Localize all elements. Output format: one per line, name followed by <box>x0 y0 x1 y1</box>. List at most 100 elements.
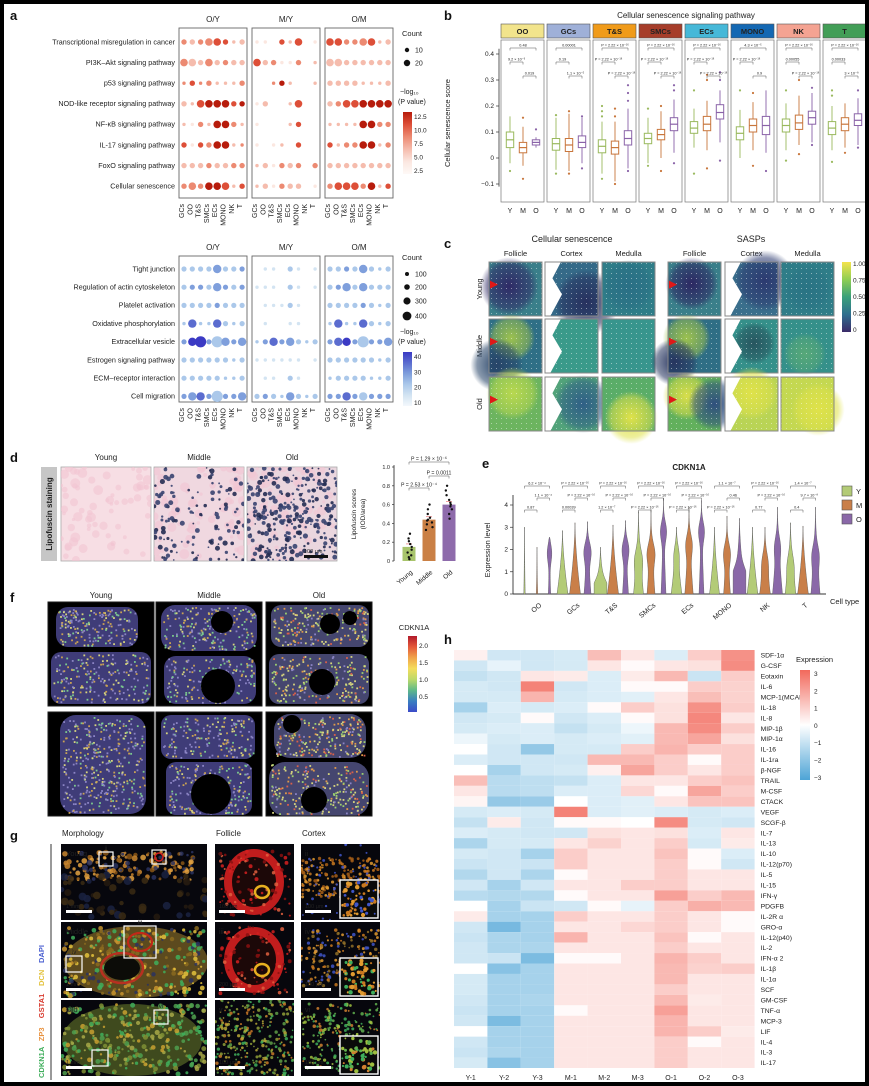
dot <box>205 182 213 190</box>
dot <box>334 182 343 190</box>
dot <box>263 285 267 289</box>
dot <box>367 120 376 129</box>
svg-text:M: M <box>612 208 618 215</box>
dot <box>287 284 293 290</box>
dot <box>279 80 285 86</box>
dot <box>206 162 212 169</box>
svg-text:1.00: 1.00 <box>853 261 866 268</box>
svg-text:300: 300 <box>415 299 427 306</box>
panel-label-e: e <box>482 456 490 471</box>
dot <box>368 321 375 327</box>
svg-text:NF-κB signaling pathway: NF-κB signaling pathway <box>96 120 176 129</box>
dot <box>385 59 391 66</box>
dot <box>352 142 358 148</box>
dot <box>195 336 207 348</box>
dot <box>232 358 236 362</box>
svg-text:ECs: ECs <box>285 204 292 218</box>
dot <box>335 101 341 107</box>
svg-text:MONO: MONO <box>741 27 764 36</box>
dot <box>327 339 333 345</box>
red-arrowhead <box>669 280 677 289</box>
svg-text:CDKN1A ZP3 GSTA1 DCN DAPI: CDKN1A ZP3 GSTA1 DCN DAPI <box>37 945 46 1078</box>
svg-text:P = 2.22 × 10⁻¹⁶: P = 2.22 × 10⁻¹⁶ <box>647 44 675 48</box>
svg-text:P = 2.22 × 10⁻¹⁶: P = 2.22 × 10⁻¹⁶ <box>669 506 697 510</box>
dot <box>385 321 391 327</box>
svg-text:0: 0 <box>853 327 857 334</box>
dot <box>352 339 358 345</box>
dot <box>213 38 221 46</box>
dot <box>296 376 301 380</box>
svg-text:Middle: Middle <box>187 453 211 462</box>
svg-text:ii: ii <box>105 845 108 852</box>
svg-text:40: 40 <box>414 354 422 361</box>
dot <box>312 339 318 345</box>
dot <box>334 337 343 346</box>
dot <box>271 358 276 362</box>
dot <box>280 143 284 147</box>
dot <box>336 143 340 147</box>
dot <box>367 141 376 149</box>
dot <box>352 266 358 272</box>
dot <box>181 266 187 272</box>
svg-text:SMCs: SMCs <box>350 204 357 224</box>
dot <box>369 81 374 85</box>
svg-text:(IOD/area): (IOD/area) <box>360 499 367 530</box>
dot <box>222 59 229 66</box>
panel-label-g: g <box>10 828 18 843</box>
dot <box>335 375 341 381</box>
dot <box>263 358 267 362</box>
svg-text:M/Y: M/Y <box>279 243 294 252</box>
dot <box>327 80 333 86</box>
dot <box>296 267 301 271</box>
svg-text:P = 2.22 × 10⁻¹⁶: P = 2.22 × 10⁻¹⁶ <box>643 494 671 498</box>
dot <box>378 321 382 326</box>
dot <box>237 392 247 401</box>
svg-text:Y: Y <box>600 208 605 215</box>
svg-text:10.0: 10.0 <box>414 128 427 135</box>
dot <box>342 337 351 346</box>
svg-text:−log₁₀: −log₁₀ <box>400 89 419 96</box>
svg-text:MONO: MONO <box>221 203 228 225</box>
dot <box>205 38 213 46</box>
dot <box>378 143 382 147</box>
svg-text:1.1 × 10⁻⁴: 1.1 × 10⁻⁴ <box>535 494 553 498</box>
dot <box>197 142 204 148</box>
dot <box>181 183 187 189</box>
dot <box>385 266 391 272</box>
dot <box>294 38 303 46</box>
dot <box>287 266 293 272</box>
dot <box>287 162 293 169</box>
dot <box>206 266 212 272</box>
dot <box>328 122 332 127</box>
dot <box>344 375 350 381</box>
dot <box>255 163 259 168</box>
svg-text:O: O <box>579 208 585 215</box>
svg-text:SMCs: SMCs <box>204 408 211 428</box>
dot <box>255 358 259 362</box>
svg-text:P = 2.22 × 10⁻¹⁶: P = 2.22 × 10⁻¹⁶ <box>561 482 589 486</box>
svg-text:MONO: MONO <box>221 407 228 429</box>
dot <box>231 302 237 308</box>
dot <box>344 302 350 308</box>
dot <box>254 393 260 399</box>
svg-text:OO: OO <box>187 203 194 214</box>
svg-text:0.19: 0.19 <box>559 58 566 62</box>
dot <box>328 321 332 326</box>
svg-text:0.9: 0.9 <box>757 72 762 76</box>
dot <box>181 375 187 381</box>
dot <box>385 80 391 86</box>
svg-text:0.00001: 0.00001 <box>562 44 576 48</box>
dot <box>222 284 229 290</box>
dot <box>377 284 383 290</box>
dot <box>327 393 333 399</box>
dot <box>255 40 259 44</box>
svg-text:10: 10 <box>414 400 422 407</box>
dot <box>288 81 292 85</box>
svg-text:PI3K–Akt signaling pathway: PI3K–Akt signaling pathway <box>86 58 176 67</box>
dot <box>360 162 366 169</box>
dot <box>279 39 285 45</box>
dot <box>378 303 382 308</box>
dot <box>271 393 277 399</box>
svg-text:0.75: 0.75 <box>853 278 866 285</box>
dot <box>181 39 187 45</box>
